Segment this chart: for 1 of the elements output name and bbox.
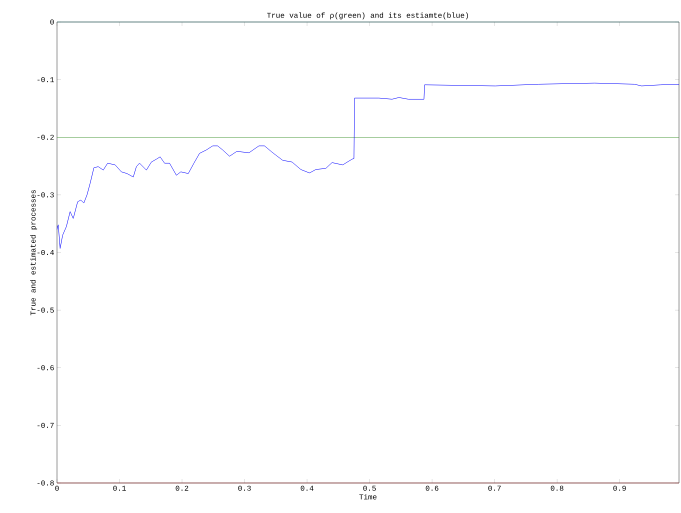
line-series	[56, 82, 680, 249]
